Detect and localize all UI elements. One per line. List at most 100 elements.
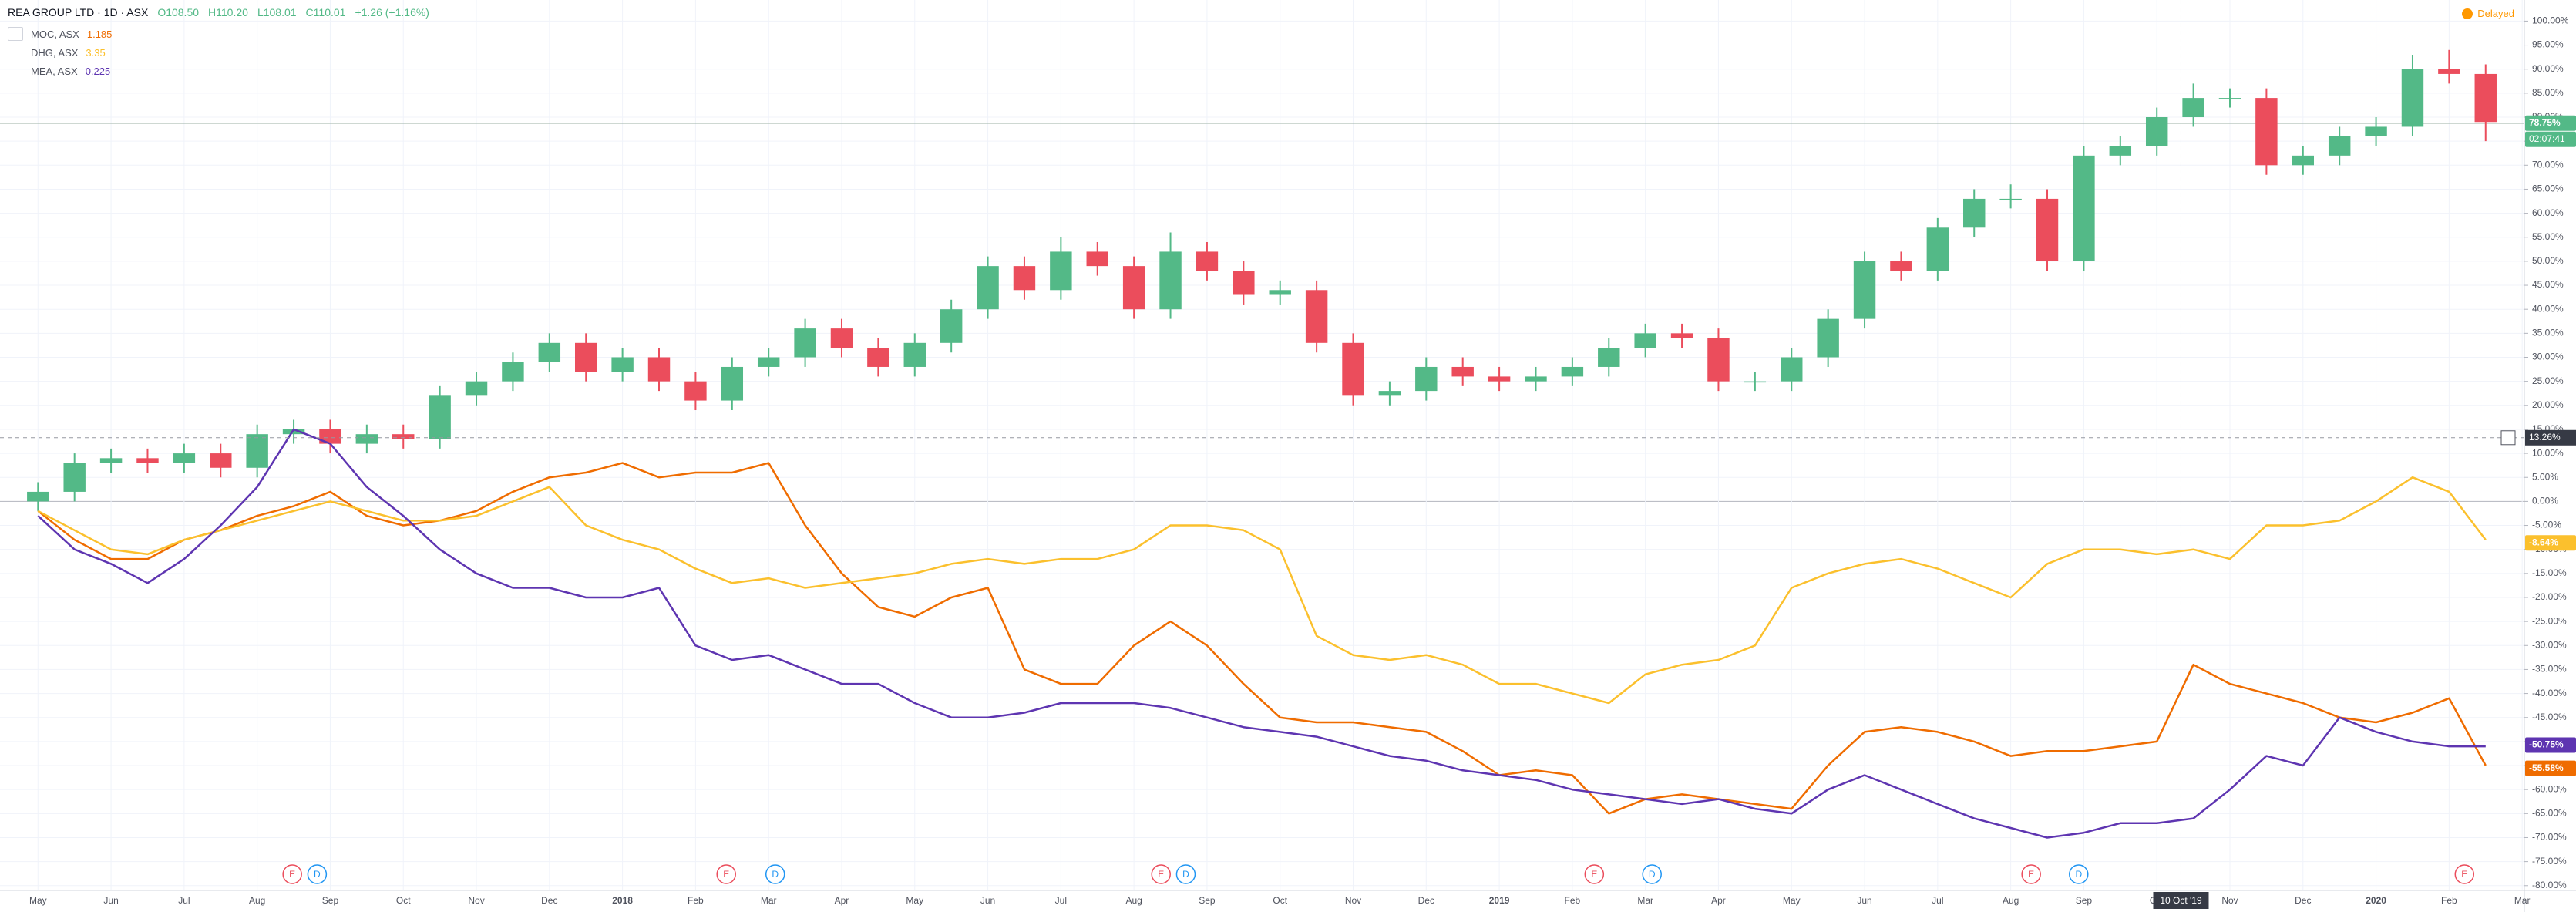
x-tick-label: Nov [1345,895,1361,906]
candle-body [721,366,744,401]
x-tick-label: Feb [688,895,704,906]
event-label: E [1158,869,1164,880]
event-label: E [2028,869,2034,880]
x-tick-label: Nov [468,895,484,906]
legend-toggle[interactable] [8,27,23,41]
candle-body [1853,261,1876,319]
candle-body [2292,155,2315,166]
low: L108.01 [257,6,297,19]
event-label: D [1649,869,1656,880]
candle-body [2438,69,2460,74]
y-tick-label: 40.00% [2532,303,2564,314]
x-tick-label: May [29,895,47,906]
y-tick-label: -15.00% [2532,567,2567,578]
status-text: Delayed [2477,8,2514,19]
x-tick-label: Mar [1637,895,1653,906]
y-tick-label: -45.00% [2532,712,2567,722]
y-tick-label: 20.00% [2532,399,2564,410]
event-label: E [2461,869,2467,880]
candle-body [1050,251,1072,291]
candle-body [2474,73,2497,123]
candle-body [903,342,926,367]
y-tick-label: -5.00% [2532,520,2561,530]
candle-body [1963,198,1986,228]
candle-body [2109,146,2132,156]
candle-body [940,309,963,343]
event-label: D [314,869,321,880]
candle-body [392,434,415,439]
countdown: 02:07:41 [2529,133,2565,144]
event-marker [1584,864,1605,884]
candle-body [1598,348,1620,367]
event-marker [1175,864,1196,884]
legend-item: MOC, ASX 1.185 [8,25,112,43]
crosshair-x-box [2153,892,2209,909]
y-tick-label: -35.00% [2532,664,2567,675]
candle-body [1415,366,1438,392]
event-marker [2454,864,2475,884]
event-marker [282,864,302,884]
y-tick-label: 65.00% [2532,183,2564,194]
candle-body [1378,391,1401,396]
event-marker [765,864,785,884]
status-icon [2462,8,2473,19]
x-tick-label: Sep [2076,895,2093,906]
candle-body [2365,126,2387,136]
y-tick-label: -30.00% [2532,639,2567,650]
open: O108.50 [157,6,200,19]
x-tick-label: Nov [2221,895,2238,906]
x-tick-label: May [906,895,923,906]
countdown-box [2525,131,2576,147]
legend-name: MOC, ASX [31,28,79,40]
event-label: D [2075,869,2082,880]
y-tick-label: -20.00% [2532,591,2567,602]
x-tick-label: Apr [1711,895,1726,906]
y-tick-label: -25.00% [2532,615,2567,626]
candle-body [1817,318,1839,358]
x-tick-label: Jun [1857,895,1871,906]
axes: 100.00%95.00%90.00%85.00%80.00%75.00%70.… [29,15,2576,909]
x-tick-label: Jul [1055,895,1067,906]
event-label: D [1182,869,1189,880]
legend-price: 0.225 [85,65,111,77]
x-tick-label: Sep [1199,895,1216,906]
candle-body [2401,69,2424,127]
event-label: D [772,869,779,880]
candle-body [2036,198,2059,261]
x-tick-label: Jul [178,895,190,906]
x-tick-label: 2020 [2366,895,2386,906]
legend-item: DHG, ASX 3.35 [8,43,112,62]
y-tick-label: -80.00% [2532,880,2567,890]
y-tick-label: -65.00% [2532,807,2567,818]
candle-body [684,381,707,401]
candle-body [867,348,889,367]
x-tick-label: Mar [761,895,777,906]
y-tick-label: 70.00% [2532,159,2564,170]
crosshair-plus [2500,430,2516,446]
price-label-box [2525,115,2576,131]
legend-item: MEA, ASX 0.225 [8,62,112,80]
candle-body [1342,342,1364,396]
candle-body [1890,261,1912,271]
y-tick-label: -40.00% [2532,688,2567,698]
legend-price: 3.35 [86,46,106,59]
candle-body [611,357,634,372]
candle-body [2182,98,2204,118]
price-label-box [2525,737,2576,753]
candle-body [465,381,488,396]
candle-body [1926,227,1949,271]
candle-body [1707,338,1730,382]
x-tick-label: Dec [2295,895,2311,906]
price-label: 78.75% [2529,117,2561,128]
candle-body [2218,98,2241,99]
candle-body [136,458,159,463]
x-tick-label: May [1783,895,1801,906]
x-tick-label: Mar [2514,895,2531,906]
symbol-title: REA GROUP LTD · 1D · ASX [8,6,149,19]
x-tick-label: Sep [322,895,339,906]
candle-body [1013,266,1036,291]
x-tick-label: Jun [980,895,995,906]
candle-body [1781,357,1803,382]
